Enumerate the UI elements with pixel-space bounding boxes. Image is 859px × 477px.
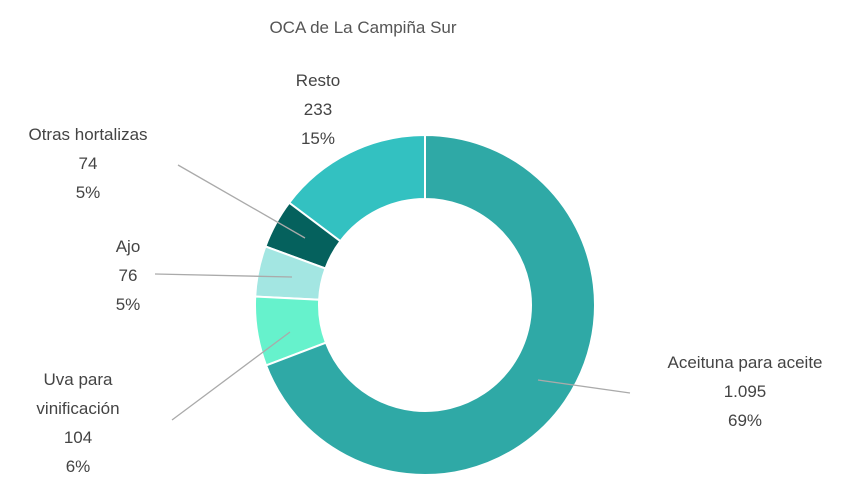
data-label: Uva para vinificación 104 6% bbox=[13, 365, 143, 477]
category-label: Ajo bbox=[115, 237, 141, 256]
leader-line bbox=[171, 331, 291, 421]
data-label: Otras hortalizas 74 5% bbox=[28, 120, 147, 207]
data-label: Resto 233 15% bbox=[296, 66, 340, 153]
percent-label: 5% bbox=[75, 183, 101, 202]
percent-label: 15% bbox=[300, 129, 336, 148]
category-label: Uva para vinificación bbox=[36, 370, 120, 418]
value-label: 104 bbox=[63, 428, 93, 447]
leader-line bbox=[537, 379, 631, 394]
value-label: 1.095 bbox=[723, 382, 767, 401]
data-label: Ajo 76 5% bbox=[116, 232, 141, 319]
percent-label: 6% bbox=[65, 457, 91, 476]
category-label: Resto bbox=[295, 71, 341, 90]
category-label: Aceituna para aceite bbox=[667, 353, 823, 372]
leader-line bbox=[154, 273, 293, 278]
donut-slice bbox=[264, 133, 596, 476]
percent-label: 5% bbox=[115, 295, 141, 314]
chart-title: OCA de La Campiña Sur bbox=[269, 18, 457, 37]
donut-slice bbox=[264, 201, 342, 270]
percent-label: 69% bbox=[727, 411, 763, 430]
donut-slice bbox=[254, 245, 327, 301]
value-label: 74 bbox=[78, 154, 98, 173]
leader-line bbox=[177, 164, 306, 239]
value-label: 233 bbox=[303, 100, 333, 119]
donut-slice bbox=[254, 295, 328, 367]
value-label: 76 bbox=[118, 266, 138, 285]
data-label: Aceituna para aceite 1.095 69% bbox=[668, 348, 823, 435]
category-label: Otras hortalizas bbox=[28, 125, 148, 144]
